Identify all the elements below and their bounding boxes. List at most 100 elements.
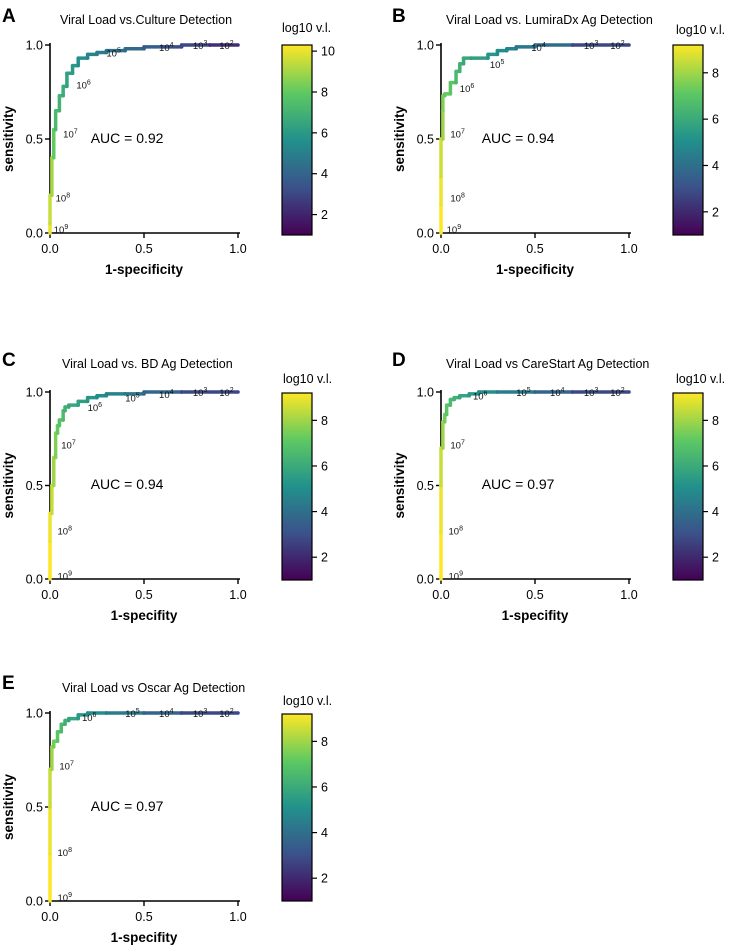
x-tick-label: 0.0 <box>432 242 449 256</box>
viral-load-annotation: 102 <box>610 387 625 399</box>
colorbar-tick-label: 6 <box>712 459 719 473</box>
colorbar-tick-label: 6 <box>321 780 328 794</box>
viral-load-exponent: 7 <box>72 439 76 446</box>
y-tick-label: 1.0 <box>417 386 434 400</box>
colorbar-tick-label: 2 <box>712 551 719 565</box>
x-tick-label: 0.0 <box>432 588 449 602</box>
y-tick-label: 1.0 <box>26 386 43 400</box>
viral-load-exponent: 2 <box>230 387 234 394</box>
viral-load-exponent: 8 <box>461 192 465 199</box>
viral-load-exponent: 2 <box>230 708 234 715</box>
viral-load-annotation: 103 <box>193 387 208 399</box>
viral-load-annotation: 103 <box>584 387 599 399</box>
viral-load-exponent: 4 <box>542 42 546 49</box>
x-tick-label: 1.0 <box>229 242 246 256</box>
colorbar-tick-label: 6 <box>321 459 328 473</box>
viral-load-annotation: 108 <box>58 847 73 859</box>
panel-d: D Viral Load vs CareStart Ag Detection 0.0… <box>392 350 725 623</box>
colorbar-tick-label: 2 <box>321 208 328 222</box>
panel-c: C Viral Load vs. BD Ag Detection 0.0 0.5 1.0… <box>1 350 332 623</box>
viral-load-annotation: 105 <box>125 393 140 405</box>
chart-title: Viral Load vs Oscar Ag Detection <box>62 681 245 695</box>
y-tick-label: 0.5 <box>26 801 43 815</box>
auc-label: AUC = 0.97 <box>482 476 555 492</box>
viral-load-annotation: 104 <box>159 42 174 54</box>
colorbar-tick-label: 4 <box>321 167 328 181</box>
colorbar-tick-label: 4 <box>712 505 719 519</box>
viral-load-exponent: 9 <box>68 892 72 899</box>
colorbar-tick-label: 10 <box>321 45 335 59</box>
colorbar-tick-label: 4 <box>321 505 328 519</box>
viral-load-annotation: 107 <box>450 439 465 451</box>
x-tick-label: 0.0 <box>41 242 58 256</box>
viral-load-annotation: 104 <box>550 387 565 399</box>
viral-load-exponent: 5 <box>136 708 140 715</box>
viral-load-exponent: 6 <box>87 79 91 86</box>
panel-e: E Viral Load vs Oscar Ag Detection 0.0 0.5 1… <box>1 673 332 945</box>
viral-load-exponent: 2 <box>230 40 234 47</box>
colorbar-title: log10 v.l. <box>283 694 332 708</box>
viral-load-annotation: 108 <box>449 525 464 537</box>
colorbar-tick-label: 8 <box>712 414 719 428</box>
viral-load-exponent: 3 <box>203 40 207 47</box>
colorbar-tick-label: 2 <box>321 872 328 886</box>
x-tick-label: 0.5 <box>526 242 543 256</box>
x-tick-label: 1.0 <box>229 910 246 924</box>
viral-load-exponent: 4 <box>170 42 174 49</box>
panel-a: A Viral Load vs.Culture Detection 0.0 0.5 1.… <box>1 6 335 277</box>
chart-title: Viral Load vs. LumiraDx Ag Detection <box>446 13 653 27</box>
y-tick-label: 0.0 <box>26 895 43 909</box>
panel-letter: A <box>2 6 16 27</box>
y-axis-label: sensitivity <box>1 773 16 840</box>
viral-load-annotation: 104 <box>159 708 174 720</box>
viral-load-annotation: 104 <box>531 42 546 54</box>
colorbar-tick-label: 8 <box>321 85 328 99</box>
auc-label: AUC = 0.92 <box>91 130 164 146</box>
viral-load-exponent: 3 <box>203 387 207 394</box>
viral-load-annotation: 102 <box>610 40 625 52</box>
viral-load-annotation: 106 <box>76 79 91 91</box>
x-axis-label: 1-specifity <box>111 930 178 945</box>
colorbar-tick-label: 2 <box>321 551 328 565</box>
y-tick-label: 0.5 <box>26 133 43 147</box>
viral-load-annotation: 109 <box>58 570 73 582</box>
auc-label: AUC = 0.94 <box>482 130 555 146</box>
viral-load-annotation: 108 <box>56 192 71 204</box>
viral-load-exponent: 2 <box>621 387 625 394</box>
viral-load-exponent: 3 <box>594 40 598 47</box>
roc-point <box>236 43 240 47</box>
y-tick-label: 0.0 <box>417 227 434 241</box>
viral-load-annotation: 107 <box>450 128 465 140</box>
viral-load-annotation: 102 <box>219 387 234 399</box>
colorbar <box>672 44 704 236</box>
x-tick-label: 1.0 <box>620 242 637 256</box>
viral-load-annotation: 107 <box>63 128 78 140</box>
viral-load-annotation: 106 <box>82 712 97 724</box>
viral-load-exponent: 8 <box>68 847 72 854</box>
viral-load-annotation: 109 <box>449 570 464 582</box>
viral-load-annotation: 105 <box>106 48 121 60</box>
x-axis-label: 1-specifity <box>111 608 178 623</box>
x-tick-label: 1.0 <box>229 588 246 602</box>
y-tick-label: 1.0 <box>417 39 434 53</box>
roc-point <box>627 390 631 394</box>
y-axis-label: sensitivity <box>1 105 16 172</box>
x-axis-label: 1-specificity <box>105 262 184 277</box>
colorbar-tick-label: 8 <box>712 66 719 80</box>
viral-load-exponent: 7 <box>461 439 465 446</box>
y-tick-label: 0.5 <box>417 479 434 493</box>
x-axis-label: 1-specificity <box>496 262 575 277</box>
viral-load-annotation: 108 <box>450 192 465 204</box>
viral-load-exponent: 2 <box>621 40 625 47</box>
y-axis-label: sensitivity <box>1 452 16 519</box>
colorbar-tick-label: 6 <box>712 113 719 127</box>
viral-load-annotation: 109 <box>447 224 462 236</box>
x-tick-label: 0.5 <box>135 242 152 256</box>
viral-load-annotation: 106 <box>88 402 103 414</box>
x-tick-label: 0.0 <box>41 910 58 924</box>
x-axis-label: 1-specifity <box>502 608 569 623</box>
auc-label: AUC = 0.97 <box>91 798 164 814</box>
viral-load-exponent: 4 <box>170 708 174 715</box>
colorbar-tick-label: 4 <box>321 826 328 840</box>
